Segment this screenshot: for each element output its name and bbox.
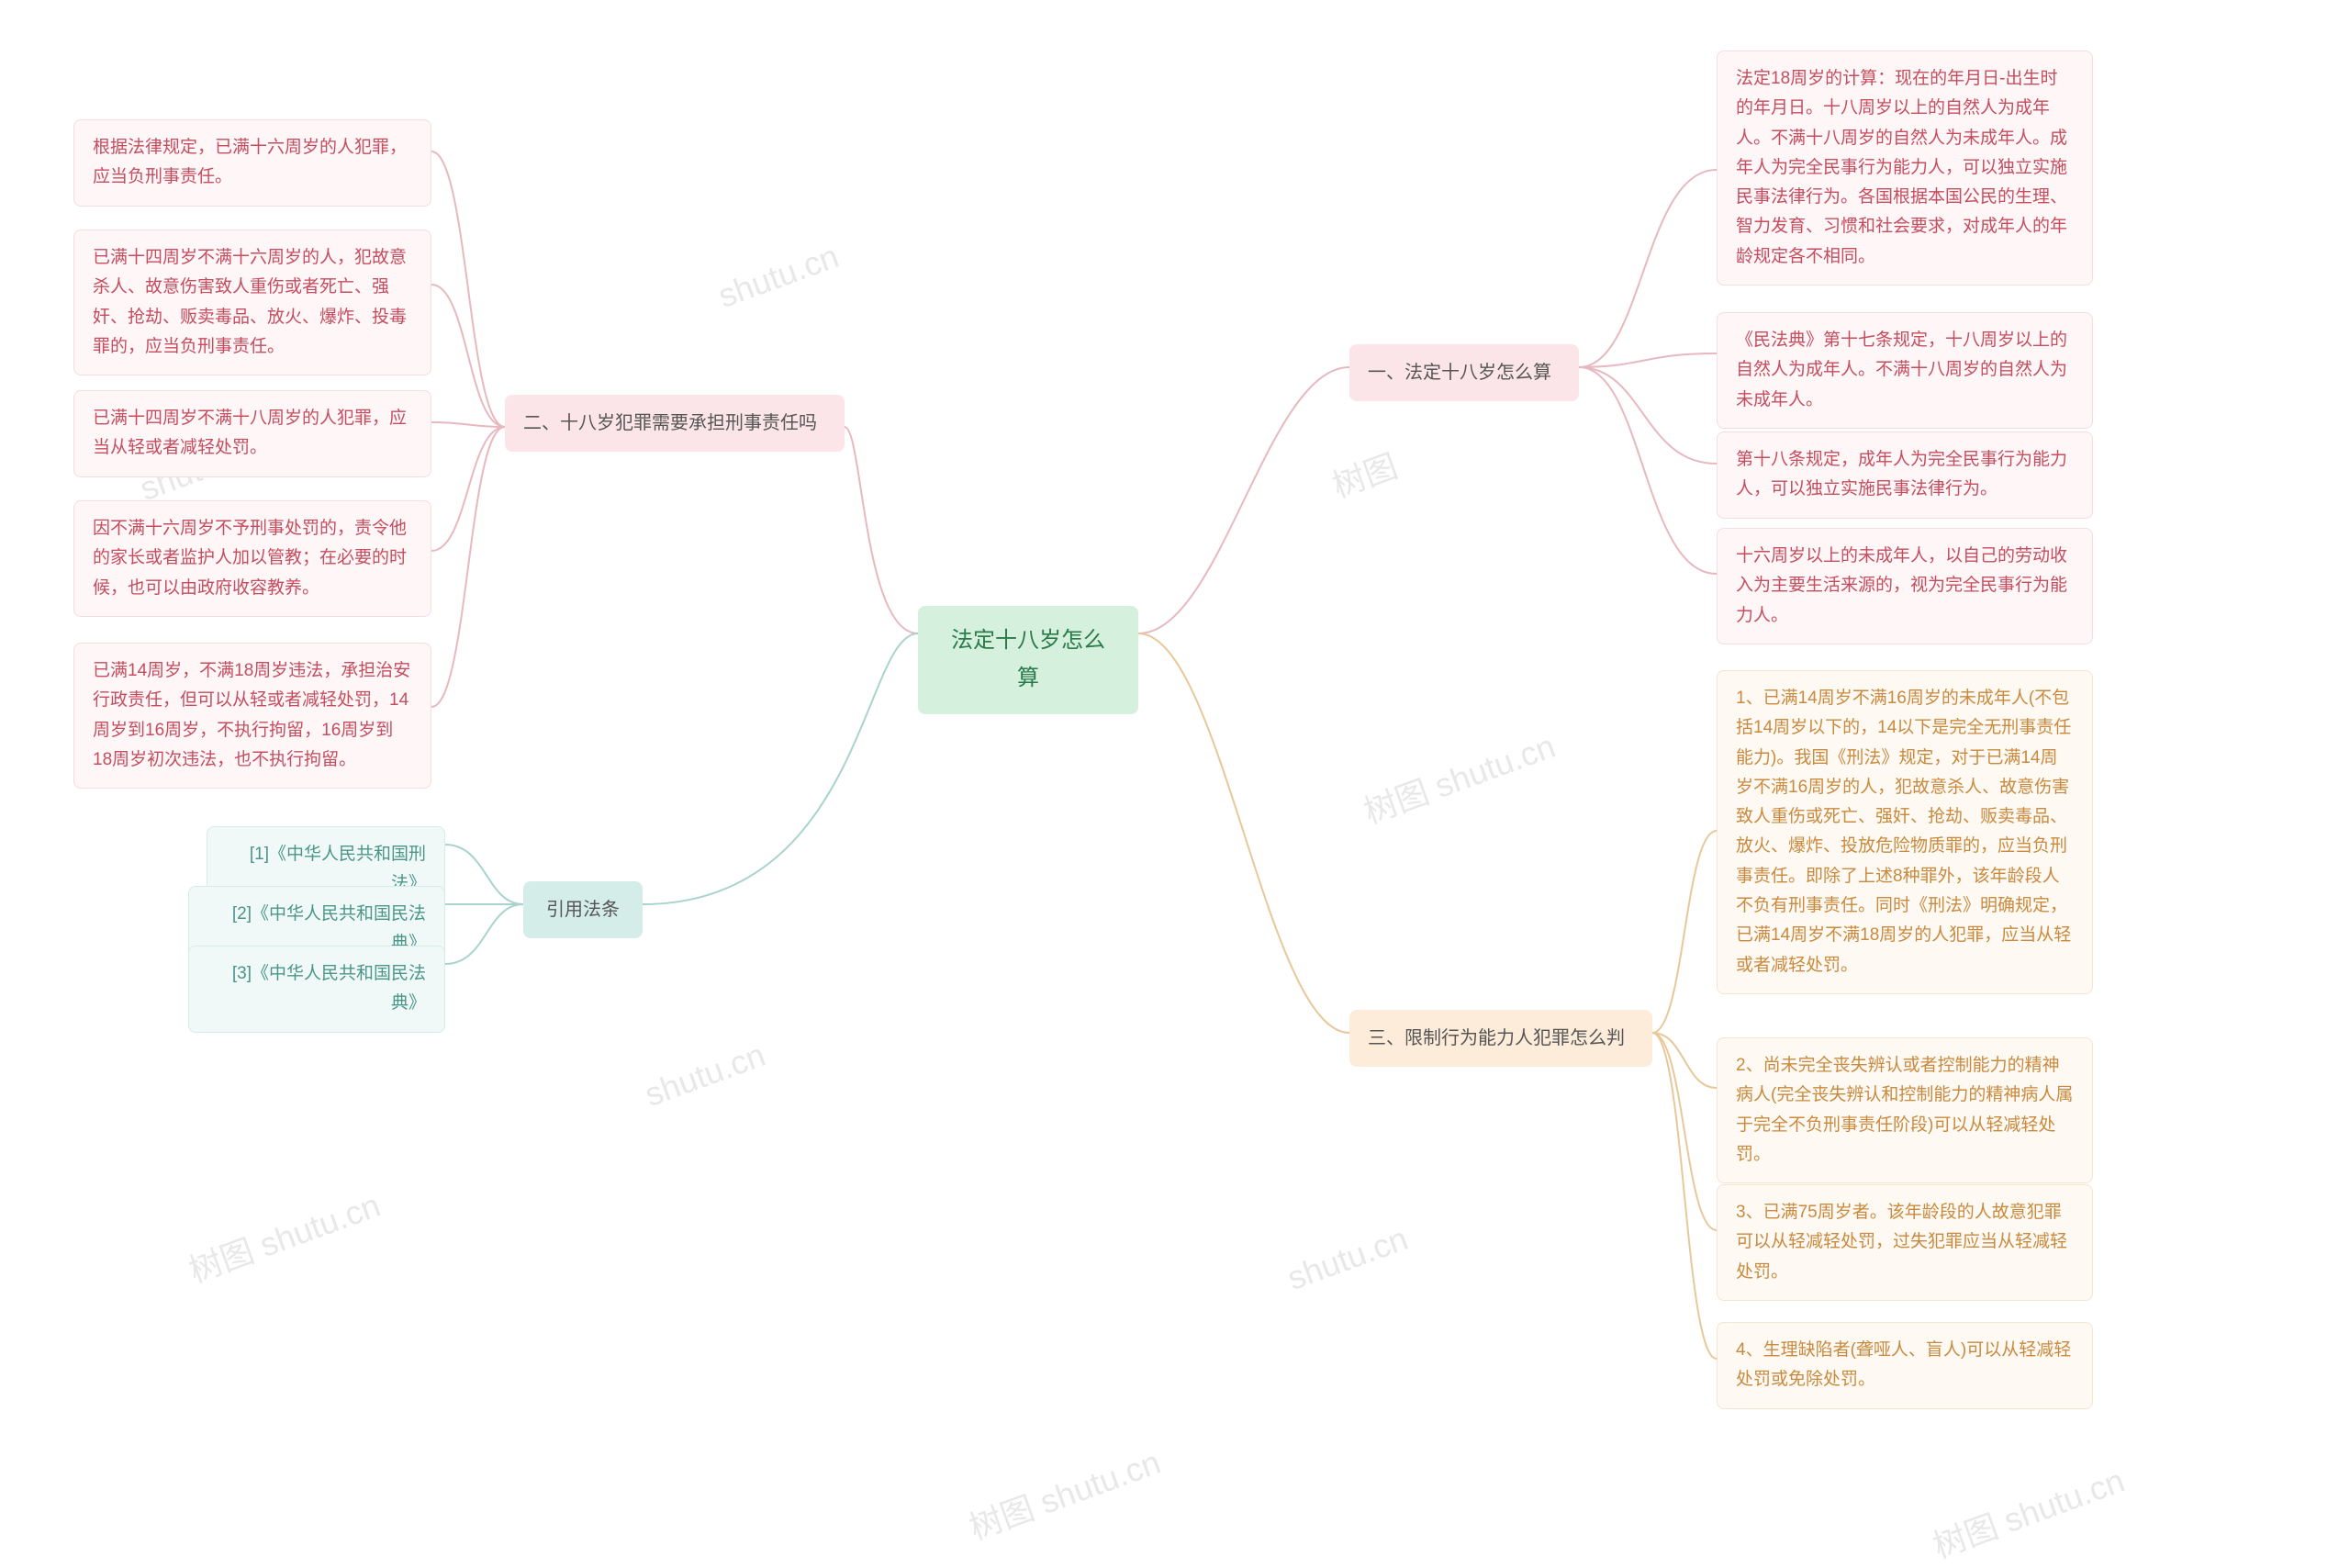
leaf-b2-1[interactable]: 根据法律规定，已满十六周岁的人犯罪，应当负刑事责任。 [73, 119, 431, 207]
leaf-b1-2[interactable]: 《民法典》第十七条规定，十八周岁以上的自然人为成年人。不满十八周岁的自然人为未成… [1717, 312, 2093, 429]
leaf-b2-4[interactable]: 因不满十六周岁不予刑事处罚的，责令他的家长或者监护人加以管教；在必要的时候，也可… [73, 500, 431, 617]
watermark: shutu.cn [1282, 1219, 1413, 1298]
watermark: 树图 shutu.cn [1926, 1454, 2131, 1567]
watermark: shutu.cn [713, 237, 844, 316]
leaf-b3-1[interactable]: 1、已满14周岁不满16周岁的未成年人(不包括14周岁以下的，14以下是完全无刑… [1717, 670, 2093, 994]
watermark: 树图 shutu.cn [1357, 720, 1561, 833]
leaf-b2-2[interactable]: 已满十四周岁不满十六周岁的人，犯故意杀人、故意伤害致人重伤或者死亡、强奸、抢劫、… [73, 230, 431, 375]
branch-3[interactable]: 三、限制行为能力人犯罪怎么判 [1349, 1010, 1652, 1067]
watermark: shutu.cn [640, 1036, 770, 1114]
branch-4[interactable]: 引用法条 [523, 881, 643, 938]
watermark: 树图 shutu.cn [962, 1436, 1167, 1549]
leaf-b2-3[interactable]: 已满十四周岁不满十八周岁的人犯罪，应当从轻或者减轻处罚。 [73, 390, 431, 477]
branch-1[interactable]: 一、法定十八岁怎么算 [1349, 344, 1579, 401]
leaf-b1-1[interactable]: 法定18周岁的计算：现在的年月日-出生时的年月日。十八周岁以上的自然人为成年人。… [1717, 50, 2093, 286]
leaf-b3-3[interactable]: 3、已满75周岁者。该年龄段的人故意犯罪可以从轻减轻处罚，过失犯罪应当从轻减轻处… [1717, 1184, 2093, 1301]
leaf-b4-3[interactable]: [3]《中华人民共和国民法典》 [188, 946, 445, 1033]
leaf-b1-3[interactable]: 第十八条规定，成年人为完全民事行为能力人，可以独立实施民事法律行为。 [1717, 431, 2093, 519]
branch-2[interactable]: 二、十八岁犯罪需要承担刑事责任吗 [505, 395, 845, 452]
leaf-b3-2[interactable]: 2、尚未完全丧失辨认或者控制能力的精神病人(完全丧失辨认和控制能力的精神病人属于… [1717, 1037, 2093, 1183]
leaf-b3-4[interactable]: 4、生理缺陷者(聋哑人、盲人)可以从轻减轻处罚或免除处罚。 [1717, 1322, 2093, 1409]
leaf-b1-4[interactable]: 十六周岁以上的未成年人，以自己的劳动收入为主要生活来源的，视为完全民事行为能力人… [1717, 528, 2093, 644]
leaf-b2-5[interactable]: 已满14周岁，不满18周岁违法，承担治安行政责任，但可以从轻或者减轻处罚，14周… [73, 643, 431, 789]
watermark: 树图 [1325, 440, 1403, 507]
watermark: 树图 shutu.cn [182, 1179, 386, 1292]
center-node[interactable]: 法定十八岁怎么算 [918, 606, 1138, 714]
